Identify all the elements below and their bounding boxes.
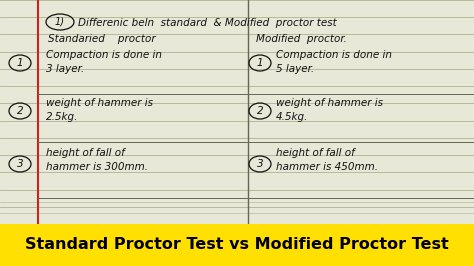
Text: Compaction is done in: Compaction is done in [46, 50, 162, 60]
Text: Compaction is done in: Compaction is done in [276, 50, 392, 60]
Text: hammer is 300mm.: hammer is 300mm. [46, 162, 148, 172]
Text: weight of hammer is: weight of hammer is [276, 98, 383, 108]
Text: height of fall of: height of fall of [276, 148, 355, 158]
Text: 1: 1 [257, 58, 264, 68]
Text: 2.5kg.: 2.5kg. [46, 112, 78, 122]
Text: 1: 1 [17, 58, 23, 68]
Text: height of fall of: height of fall of [46, 148, 125, 158]
Text: Standard Proctor Test vs Modified Proctor Test: Standard Proctor Test vs Modified Procto… [25, 237, 449, 252]
Text: 1): 1) [55, 17, 65, 27]
Text: 5 layer.: 5 layer. [276, 64, 314, 74]
Text: 3: 3 [257, 159, 264, 169]
Text: Differenic beln  standard  & Modified  proctor test: Differenic beln standard & Modified proc… [78, 18, 337, 28]
Text: 3: 3 [17, 159, 23, 169]
Text: 4.5kg.: 4.5kg. [276, 112, 309, 122]
Text: hammer is 450mm.: hammer is 450mm. [276, 162, 378, 172]
Text: Modified  proctor.: Modified proctor. [256, 34, 347, 44]
Text: Standaried    proctor: Standaried proctor [48, 34, 155, 44]
Bar [0, 224, 474, 266]
Text: 3 layer.: 3 layer. [46, 64, 84, 74]
Text: 2: 2 [17, 106, 23, 116]
Text: weight of hammer is: weight of hammer is [46, 98, 153, 108]
Text: 2: 2 [257, 106, 264, 116]
